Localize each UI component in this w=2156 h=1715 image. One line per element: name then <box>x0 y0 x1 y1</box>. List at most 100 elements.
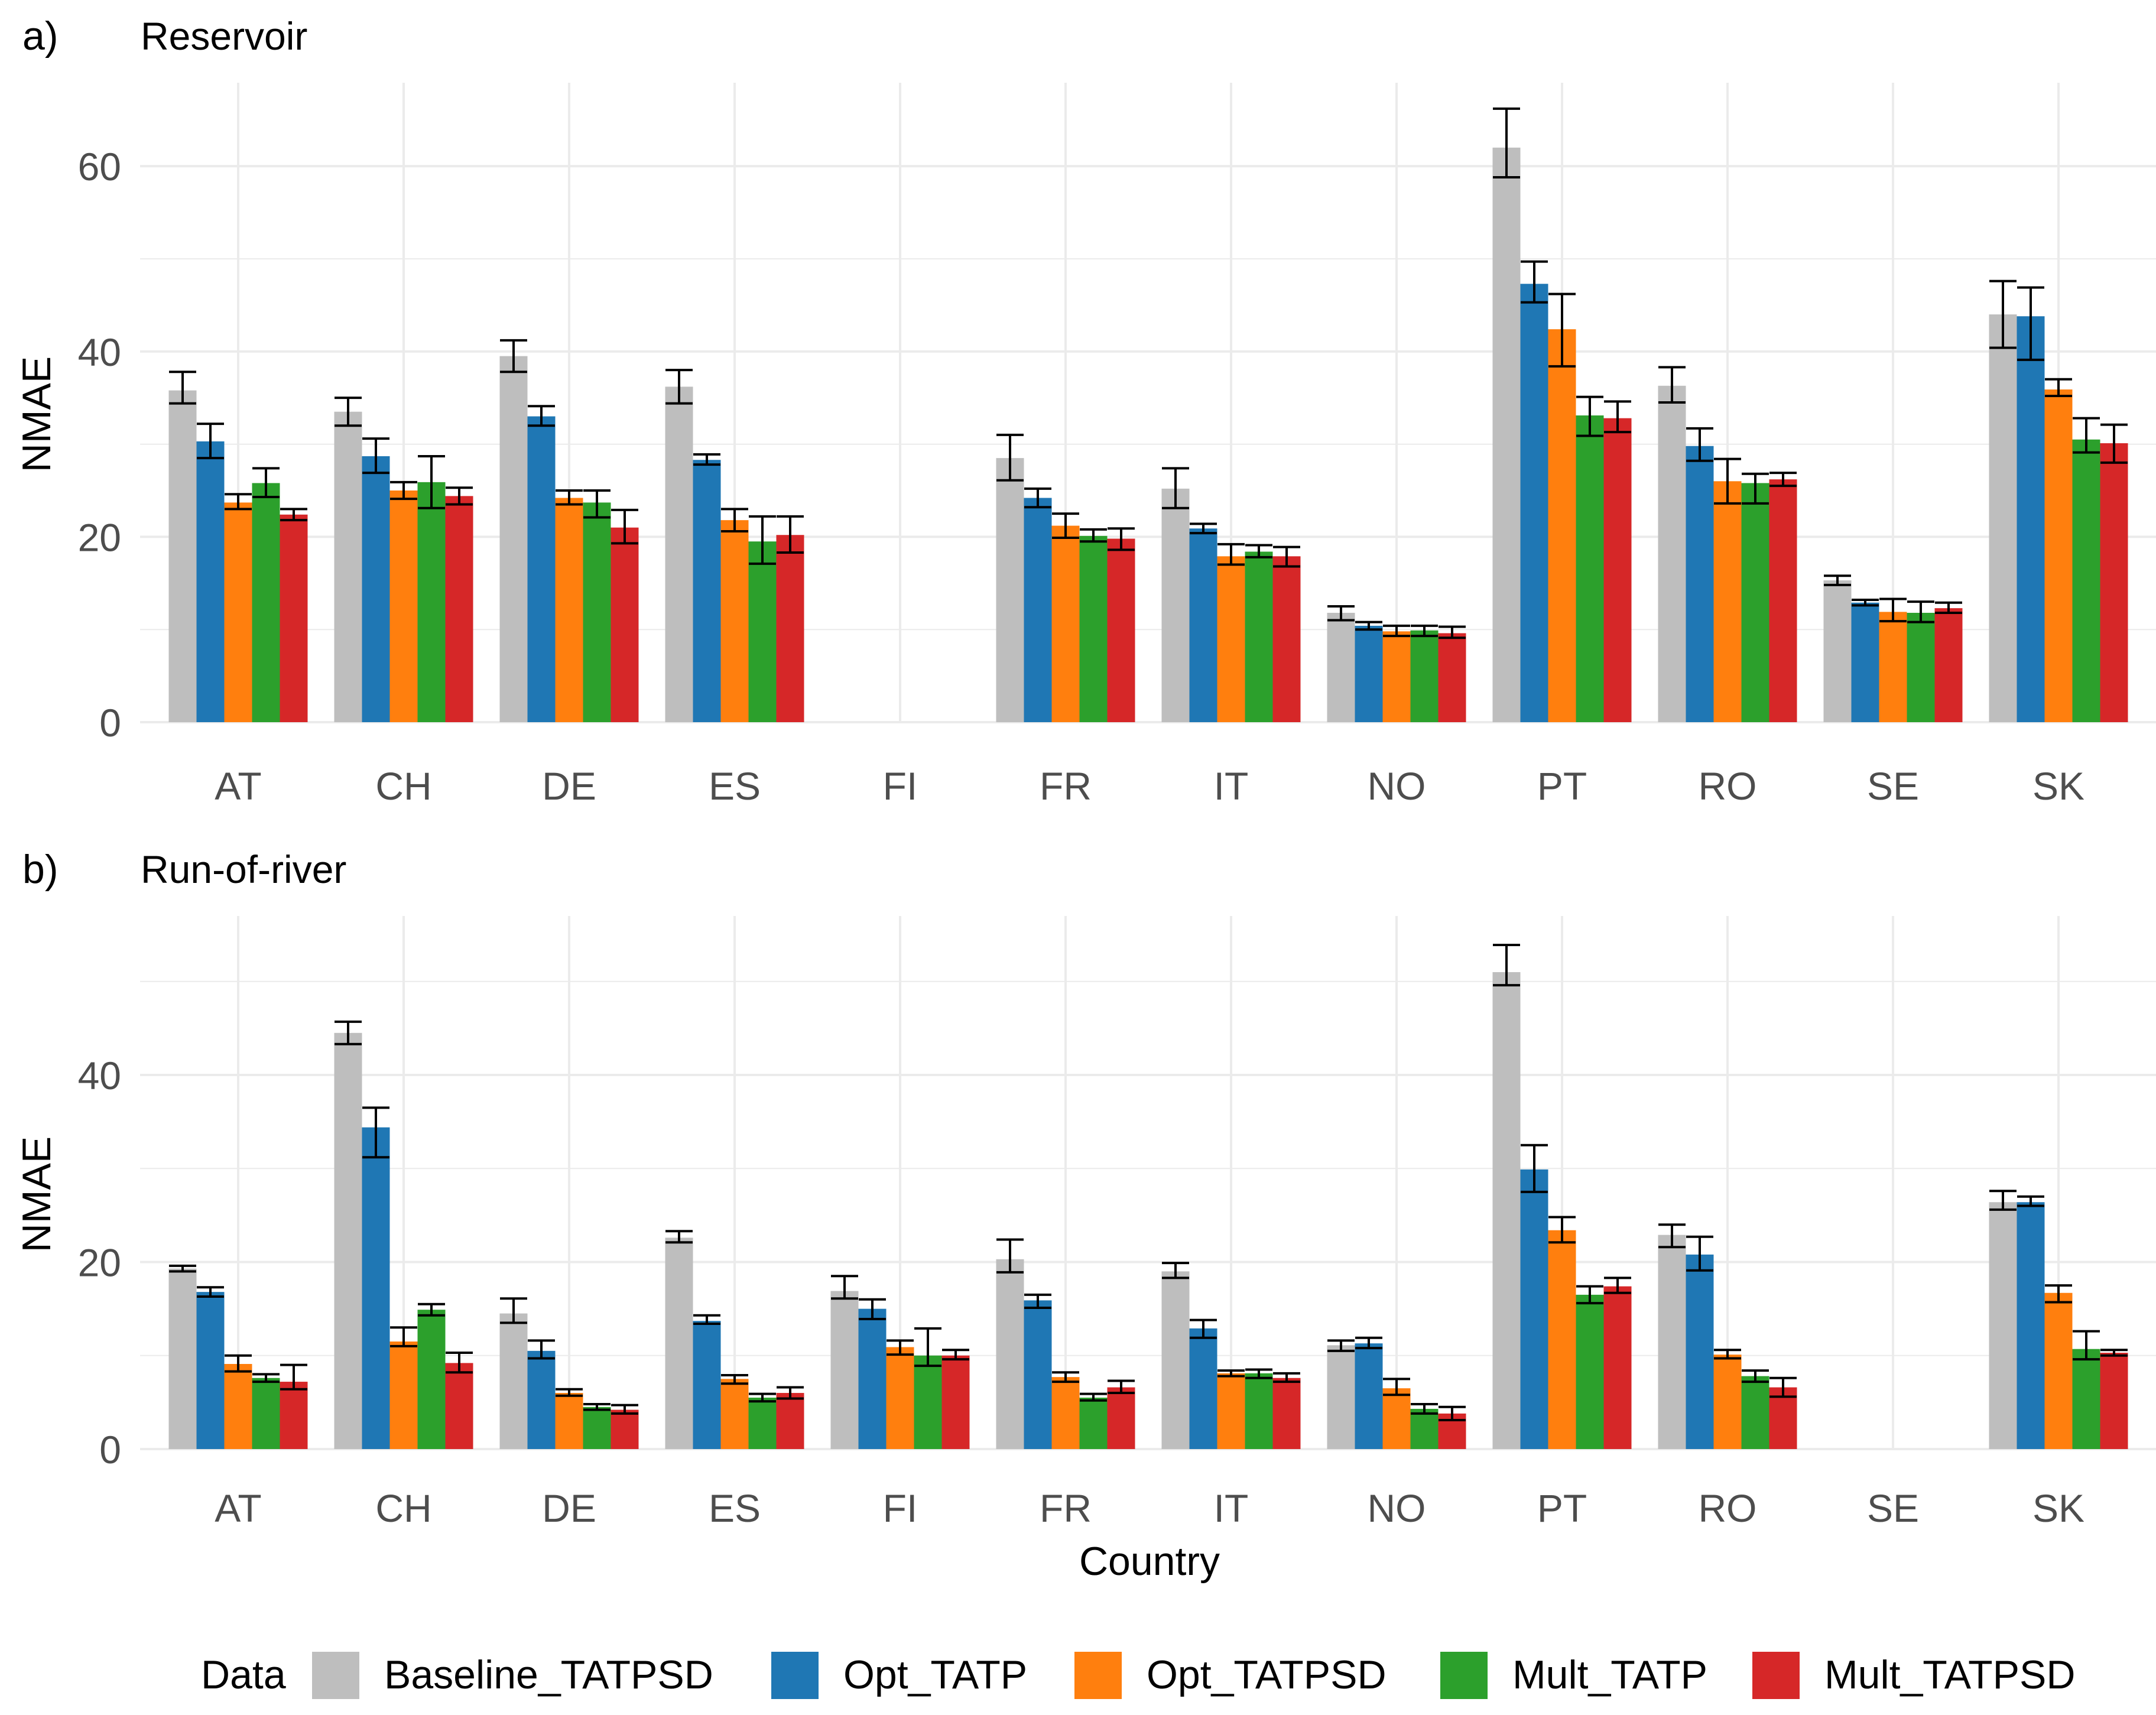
error-bar-Mult_TATP-PT <box>1576 1285 1603 1305</box>
bar-Opt_TATP-CH <box>362 456 390 722</box>
error-bar-Baseline_TATPSD-FR <box>996 433 1024 482</box>
bar-Mult_TATPSD-FI <box>941 1355 970 1449</box>
bar-Opt_TATPSD-SK <box>2044 1292 2073 1449</box>
error-bar-Mult_TATPSD-AT <box>280 1363 307 1391</box>
legend-entry-label: Opt_TATP <box>843 1652 1027 1697</box>
y-tick-label: 20 <box>78 515 121 559</box>
bar-Opt_TATPSD-PT <box>1548 329 1576 722</box>
error-bar-Mult_TATP-IT <box>1245 1368 1272 1379</box>
error-bar-Opt_TATPSD-NO <box>1383 624 1410 638</box>
legend: Data Baseline_TATPSD Opt_TATP Opt_TATPSD Mul… <box>201 1652 2075 1699</box>
y-tick-label: 0 <box>99 1428 121 1472</box>
x-tick-label-CH: CH <box>375 764 431 808</box>
bar-Opt_TATPSD-AT <box>224 502 252 722</box>
error-bar-Mult_TATPSD-SK <box>2100 423 2128 464</box>
error-bar-Baseline_TATPSD-IT <box>1162 467 1189 509</box>
bar-Opt_TATP-SE <box>1851 602 1879 722</box>
error-bar-Mult_TATP-NO <box>1411 624 1438 638</box>
x-tick-label-DE: DE <box>542 764 596 808</box>
error-bar-Mult_TATP-DE <box>583 489 611 519</box>
error-bar-Mult_TATP-CH <box>418 454 445 509</box>
error-bar-Mult_TATPSD-DE <box>611 508 638 545</box>
error-bar-Mult_TATPSD-RO <box>1769 1376 1797 1398</box>
error-bar-Opt_TATPSD-NO <box>1383 1378 1410 1396</box>
error-bar-Opt_TATPSD-AT <box>225 1354 252 1373</box>
error-bar-Mult_TATP-FI <box>914 1327 941 1368</box>
bar-Opt_TATP-IT <box>1189 1328 1217 1449</box>
bar-Opt_TATPSD-SE <box>1879 612 1907 722</box>
bar-Mult_TATPSD-PT <box>1603 1286 1632 1449</box>
error-bar-Opt_TATPSD-ES <box>721 508 748 532</box>
bar-Opt_TATPSD-CH <box>389 490 418 722</box>
error-bar-Opt_TATP-FR <box>1024 487 1051 509</box>
bar-Mult_TATP-CH <box>417 482 446 722</box>
error-bar-Mult_TATPSD-PT <box>1604 1276 1631 1294</box>
bar-Mult_TATPSD-FR <box>1107 1387 1135 1449</box>
error-bar-Mult_TATPSD-FR <box>1108 1379 1135 1395</box>
bar-Opt_TATPSD-PT <box>1548 1230 1576 1449</box>
error-bar-Mult_TATPSD-RO <box>1769 472 1797 488</box>
error-bar-Opt_TATPSD-IT <box>1217 1369 1245 1378</box>
bar-Mult_TATPSD-IT <box>1272 1378 1301 1449</box>
error-bar-Opt_TATP-SK <box>2017 1195 2044 1207</box>
bar-Opt_TATPSD-RO <box>1713 481 1742 722</box>
x-tick-label-NO: NO <box>1368 1486 1426 1530</box>
error-bar-Opt_TATPSD-FR <box>1052 512 1079 539</box>
panel-title: Reservoir <box>141 14 307 58</box>
bar-Baseline_TATPSD-RO <box>1658 385 1686 722</box>
error-bar-Opt_TATP-ES <box>693 1314 720 1325</box>
bar-Mult_TATPSD-SE <box>1934 608 1963 722</box>
bar-Baseline_TATPSD-PT <box>1492 972 1521 1449</box>
bar-Mult_TATPSD-DE <box>611 1409 639 1449</box>
panel-title: Run-of-river <box>141 847 346 891</box>
error-bar-Mult_TATP-CH <box>418 1303 445 1317</box>
bar-Mult_TATP-FI <box>914 1355 942 1449</box>
bar-Baseline_TATPSD-FI <box>830 1291 859 1449</box>
bar-Opt_TATP-RO <box>1686 446 1714 722</box>
bar-Mult_TATP-SK <box>2072 439 2100 722</box>
x-tick-label-SK: SK <box>2032 1486 2084 1530</box>
error-bar-Opt_TATP-RO <box>1686 1235 1713 1272</box>
panel-a: 0 20 40 60 AT CH DE ES FI FR IT NO PT RO SE SK NMAE a) Res… <box>14 14 2156 808</box>
error-bar-Baseline_TATPSD-FR <box>996 1238 1024 1274</box>
error-bar-Opt_TATP-FI <box>859 1298 886 1321</box>
error-bar-Mult_TATP-FR <box>1080 528 1107 543</box>
bar-Baseline_TATPSD-SE <box>1823 580 1852 722</box>
error-bar-Baseline_TATPSD-IT <box>1162 1262 1189 1279</box>
error-bars <box>169 107 2128 639</box>
bar-Mult_TATPSD-FR <box>1107 538 1135 722</box>
bar-Mult_TATPSD-RO <box>1769 479 1797 722</box>
error-bar-Opt_TATPSD-PT <box>1548 1216 1576 1244</box>
error-bar-Mult_TATP-ES <box>749 1392 776 1403</box>
error-bar-Baseline_TATPSD-DE <box>500 1297 527 1324</box>
x-tick-label-AT: AT <box>215 1486 261 1530</box>
error-bar-Mult_TATP-SK <box>2073 417 2100 454</box>
bar-Mult_TATPSD-PT <box>1603 418 1632 722</box>
error-bar-Baseline_TATPSD-AT <box>169 1264 196 1273</box>
error-bar-Opt_TATPSD-FI <box>887 1339 914 1356</box>
bar-Mult_TATP-PT <box>1576 415 1604 722</box>
x-tick-label-RO: RO <box>1699 764 1757 808</box>
y-axis-label: NMAE <box>14 356 59 472</box>
bar-Opt_TATP-FR <box>1024 498 1052 722</box>
error-bar-Baseline_TATPSD-RO <box>1658 1223 1686 1249</box>
error-bar-Mult_TATP-RO <box>1742 1369 1769 1383</box>
x-axis-label: Country <box>1079 1539 1220 1584</box>
bar-Opt_TATP-DE <box>527 1350 556 1449</box>
error-bar-Opt_TATPSD-SE <box>1879 597 1907 623</box>
error-bar-Baseline_TATPSD-SK <box>1989 1190 2017 1211</box>
error-bar-Baseline_TATPSD-CH <box>335 397 362 427</box>
bar-Opt_TATP-AT <box>196 441 225 722</box>
error-bar-Baseline_TATPSD-SE <box>1824 574 1851 586</box>
bar-Baseline_TATPSD-DE <box>499 356 528 722</box>
bar-Baseline_TATPSD-IT <box>1161 488 1190 722</box>
bar-Opt_TATP-NO <box>1355 625 1383 722</box>
legend-key-swatch <box>771 1652 819 1699</box>
error-bar-Mult_TATPSD-FR <box>1108 527 1135 551</box>
x-tick-label-DE: DE <box>542 1486 596 1530</box>
y-tick-label: 40 <box>78 1054 121 1097</box>
error-bar-Mult_TATP-SE <box>1907 600 1934 623</box>
error-bar-Opt_TATP-NO <box>1355 621 1382 631</box>
bar-Baseline_TATPSD-ES <box>665 386 693 722</box>
